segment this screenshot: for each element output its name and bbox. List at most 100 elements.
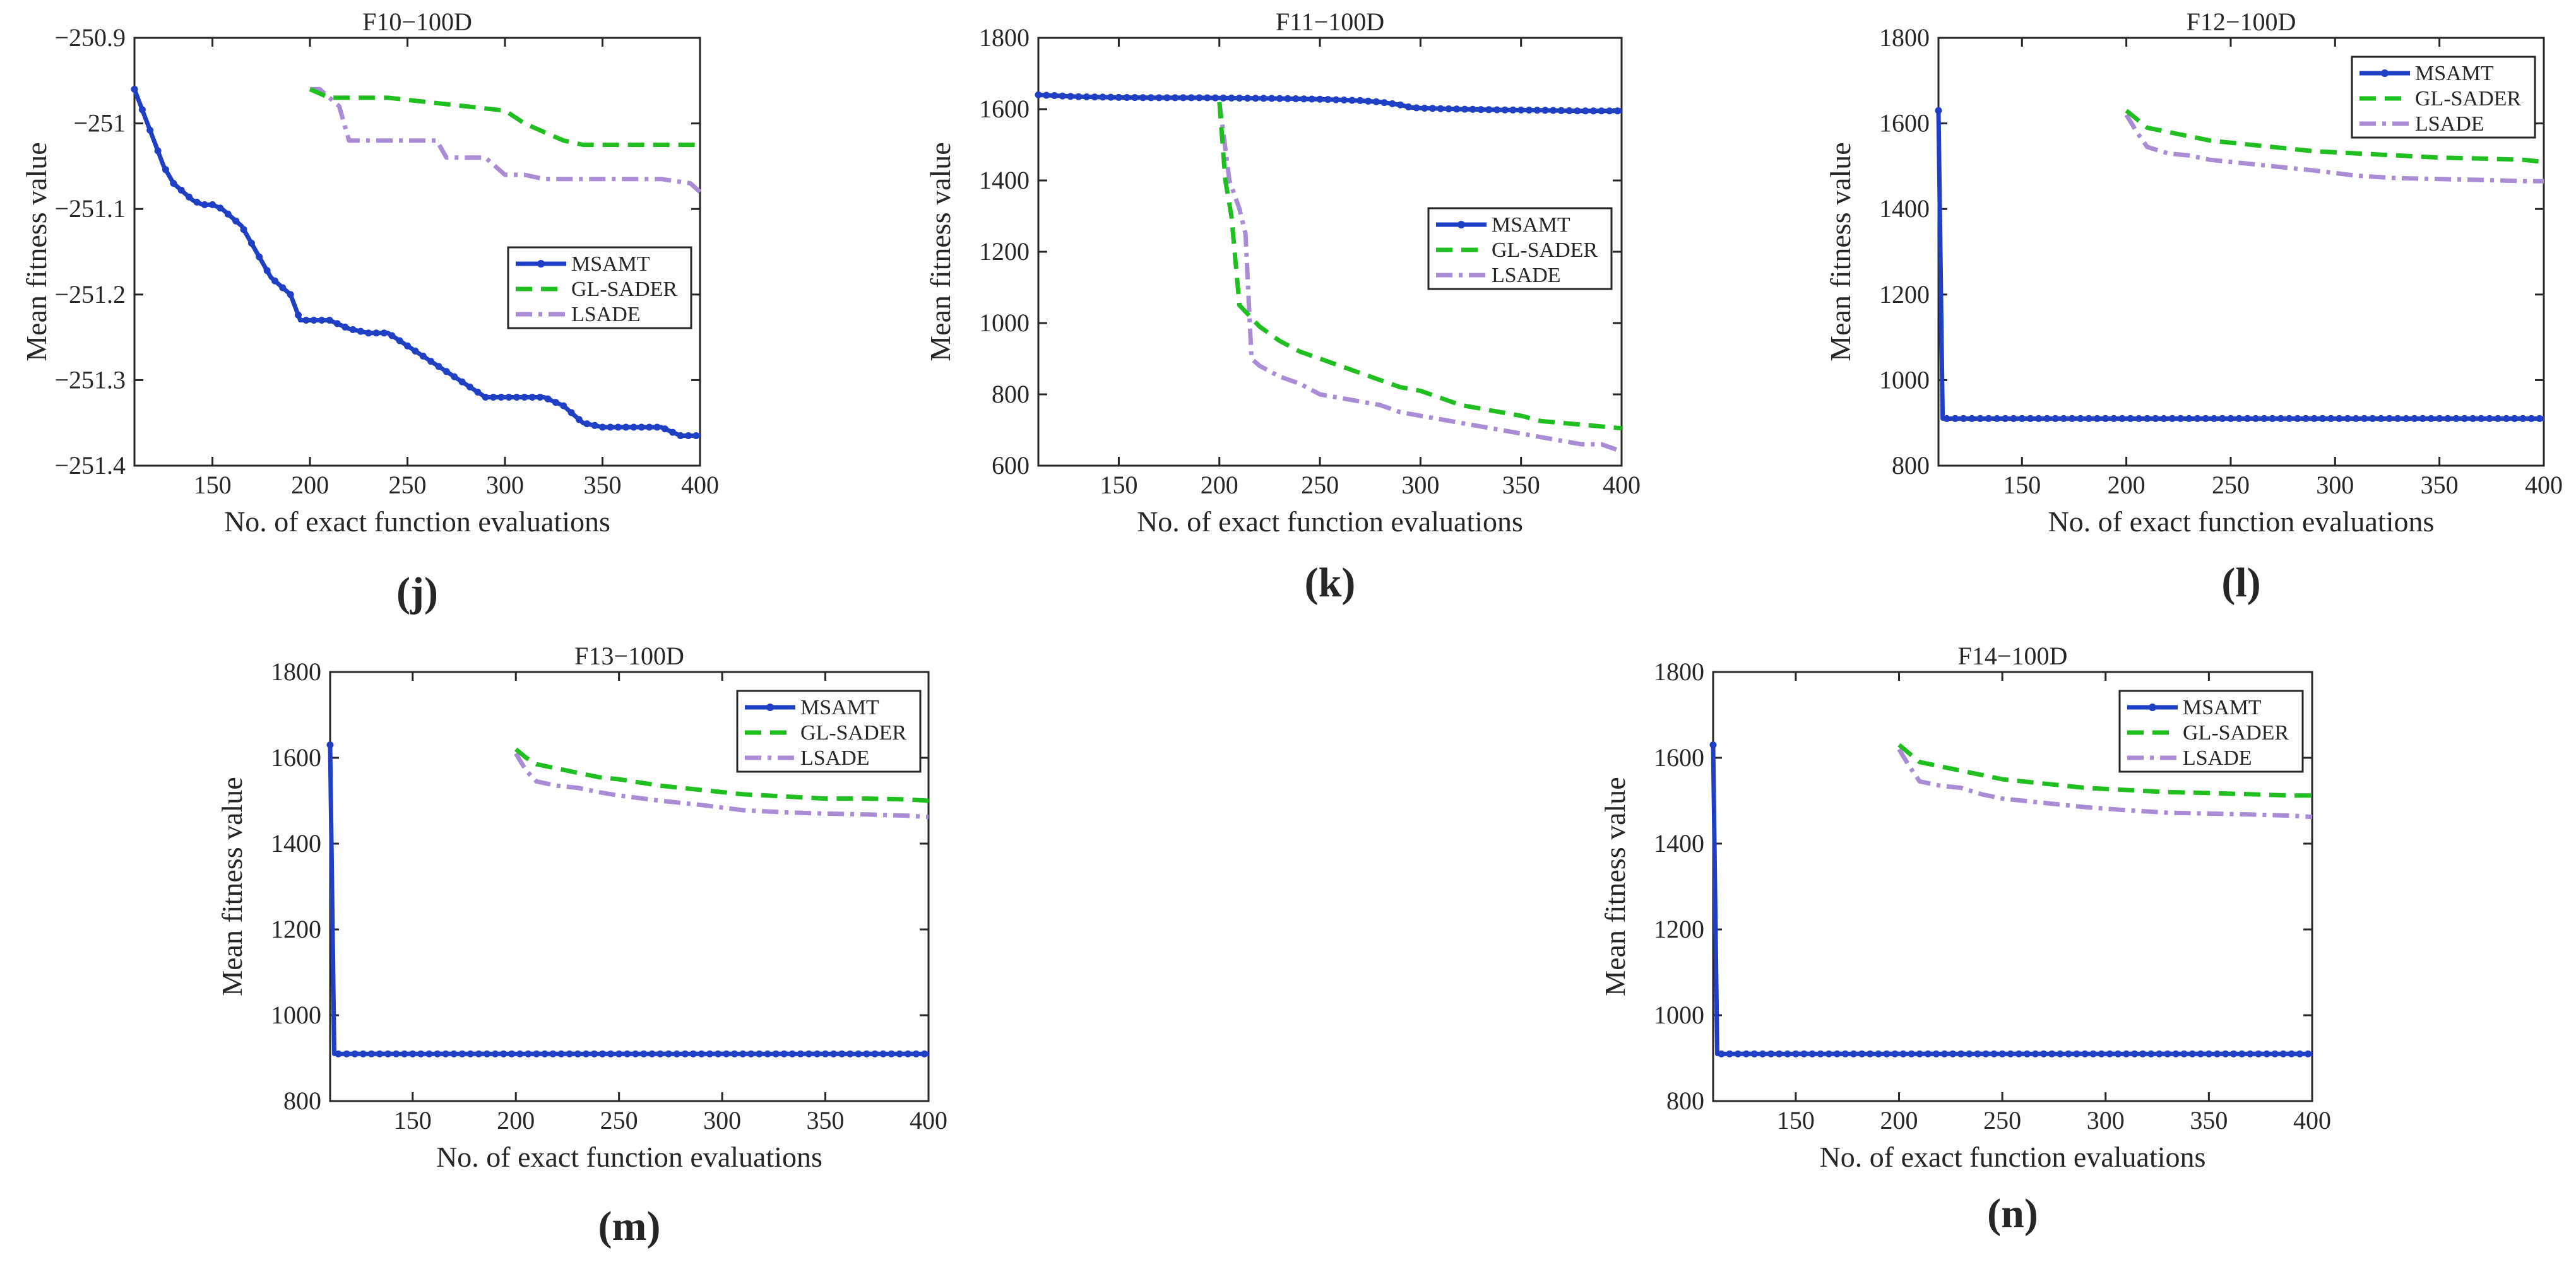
data-point — [574, 1050, 581, 1058]
data-point — [1404, 103, 1412, 110]
data-point — [764, 1050, 771, 1058]
legend-label: MSAMT — [800, 696, 879, 719]
data-point — [1445, 105, 1452, 112]
data-point — [500, 1050, 507, 1058]
y-tick-label: 1600 — [979, 95, 1030, 123]
data-point — [1565, 107, 1573, 114]
data-point — [567, 409, 575, 416]
x-tick-label: 200 — [1880, 1106, 1918, 1134]
data-point — [2089, 1050, 2097, 1058]
data-point — [541, 1050, 549, 1058]
data-point — [697, 1050, 705, 1058]
data-point — [772, 1050, 780, 1058]
x-tick-label: 200 — [497, 1106, 535, 1134]
data-point — [2081, 1050, 2089, 1058]
data-point — [505, 394, 513, 401]
y-tick-label: 800 — [992, 380, 1030, 408]
y-tick-label: 1000 — [1654, 1001, 1704, 1029]
data-point — [1598, 107, 1605, 115]
data-point — [1340, 97, 1348, 103]
data-point — [1784, 1050, 1791, 1058]
y-tick-label: 1600 — [1654, 743, 1704, 772]
data-point — [1899, 1050, 1907, 1058]
data-point — [1982, 1050, 1990, 1058]
data-point — [1308, 95, 1315, 103]
x-tick-label: 300 — [2316, 471, 2354, 499]
data-point — [1243, 95, 1251, 102]
data-point — [1187, 94, 1195, 102]
data-point — [2288, 1050, 2295, 1058]
data-point — [2127, 415, 2134, 422]
data-point — [2051, 415, 2059, 422]
data-point — [154, 147, 162, 155]
x-tick-label: 150 — [2003, 471, 2041, 499]
legend-label: GL-SADER — [1492, 239, 1598, 262]
x-tick-label: 350 — [807, 1106, 845, 1134]
y-tick-label: 600 — [992, 451, 1030, 480]
data-point — [622, 423, 630, 431]
data-point — [2436, 415, 2443, 422]
data-point — [1211, 94, 1219, 102]
x-tick-label: 400 — [2525, 471, 2563, 499]
legend-label: MSAMT — [571, 252, 650, 276]
data-point — [1485, 106, 1493, 114]
data-point — [1935, 107, 1942, 114]
data-point — [2057, 1050, 2064, 1058]
data-point — [2247, 1050, 2254, 1058]
data-point — [351, 1050, 359, 1058]
data-point — [2230, 1050, 2238, 1058]
data-point — [2294, 415, 2301, 422]
data-point — [2527, 415, 2535, 422]
data-point — [1742, 1050, 1750, 1058]
data-point — [575, 416, 583, 423]
data-point — [2238, 1050, 2246, 1058]
x-tick-label: 300 — [1401, 471, 1439, 499]
y-axis-label: Mean fitness value — [216, 777, 248, 996]
data-point — [474, 388, 482, 396]
data-point — [170, 180, 177, 187]
data-point — [2106, 1050, 2113, 1058]
data-point — [1709, 741, 1717, 749]
data-point — [384, 1050, 391, 1058]
x-tick-label: 350 — [2421, 471, 2459, 499]
data-point — [442, 368, 450, 375]
data-point — [2060, 415, 2067, 422]
legend-label: GL-SADER — [2183, 721, 2289, 745]
data-point — [365, 329, 372, 337]
data-point — [797, 1050, 804, 1058]
data-point — [2255, 1050, 2262, 1058]
data-point — [2135, 415, 2142, 422]
chart-title: F12−100D — [2187, 8, 2296, 36]
data-point — [2260, 415, 2268, 422]
y-tick-label: 800 — [1666, 1087, 1704, 1115]
legend-label: MSAMT — [2183, 696, 2262, 719]
data-point — [805, 1050, 812, 1058]
data-point — [1035, 91, 1042, 98]
series-line-lsade — [310, 86, 702, 194]
data-point — [1817, 1050, 1824, 1058]
data-point — [2252, 415, 2260, 422]
x-tick-label: 250 — [1983, 1106, 2021, 1134]
data-point — [349, 326, 357, 333]
data-point — [838, 1050, 846, 1058]
y-axis-label: Mean fitness value — [1824, 142, 1856, 361]
x-tick-label: 300 — [703, 1106, 741, 1134]
data-point — [912, 1050, 920, 1058]
data-point — [409, 1050, 417, 1058]
data-point — [333, 320, 341, 327]
data-point — [146, 126, 154, 134]
data-point — [2385, 415, 2393, 422]
data-point — [497, 394, 505, 401]
data-point — [1800, 1050, 1808, 1058]
data-point — [887, 1050, 895, 1058]
data-point — [2085, 415, 2092, 422]
data-point — [2494, 415, 2502, 422]
data-point — [450, 1050, 458, 1058]
data-point — [1276, 95, 1283, 102]
data-point — [2035, 415, 2043, 422]
legend-label: LSADE — [2415, 112, 2484, 136]
data-point — [1172, 94, 1179, 102]
panel-label: (l) — [2221, 560, 2260, 606]
series-line-lsade — [1217, 102, 1623, 454]
data-point — [381, 329, 388, 337]
